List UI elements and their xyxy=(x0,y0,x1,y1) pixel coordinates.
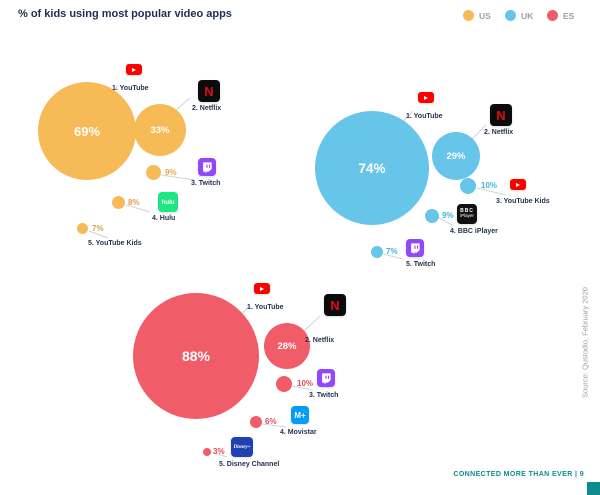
disney-wordmark: Disney+ xyxy=(233,444,251,450)
bubble-es-twitch xyxy=(276,376,292,392)
netflix-icon: N xyxy=(490,104,512,126)
legend-dot-uk xyxy=(505,10,516,21)
bubble-us-hulu xyxy=(112,196,125,209)
bubble-us-netflix: 33% xyxy=(134,104,186,156)
twitch-icon xyxy=(198,158,216,176)
bubble-value: 28% xyxy=(277,340,297,352)
page-title: % of kids using most popular video apps xyxy=(18,8,232,20)
legend-label-us: US xyxy=(479,11,491,21)
play-icon xyxy=(260,286,264,291)
pct-label-es-disney-channel: 3% xyxy=(213,447,225,456)
legend-dot-us xyxy=(463,10,474,21)
bubble-value: 88% xyxy=(181,348,211,364)
footer-label: CONNECTED MORE THAN EVER | 9 xyxy=(453,471,584,478)
netflix-icon: N xyxy=(198,80,220,102)
app-label-us-youtube: 1. YouTube xyxy=(112,85,149,92)
youtube-icon xyxy=(126,64,142,75)
bubble-value: 69% xyxy=(73,123,101,139)
twitch-icon xyxy=(317,369,335,387)
hulu-icon: hulu xyxy=(158,192,178,212)
bubble-us-youtube: 69% xyxy=(38,82,136,180)
bubble-us-twitch xyxy=(146,165,161,180)
bubble-es-movistar xyxy=(250,416,262,428)
netflix-n-glyph: N xyxy=(496,107,506,123)
app-label-us-youtube-kids: 5. YouTube Kids xyxy=(88,240,142,247)
bubble-uk-twitch xyxy=(371,246,383,258)
netflix-icon: N xyxy=(324,294,346,316)
youtube-kids-icon xyxy=(510,179,526,190)
twitch-icon xyxy=(406,239,424,257)
source-note: Source: Qustodio, February 2020 xyxy=(580,287,590,398)
bubble-uk-netflix: 29% xyxy=(432,132,480,180)
pct-label-es-movistar: 6% xyxy=(265,417,277,426)
app-label-us-netflix: 2. Netflix xyxy=(192,105,222,112)
pct-label-uk-bbc-iplayer: 9% xyxy=(442,211,454,220)
legend-dot-es xyxy=(547,10,558,21)
app-label-uk-netflix: 2. Netflix xyxy=(484,129,514,136)
movistar-icon: M+ xyxy=(291,406,309,424)
pct-label-us-youtube-kids: 7% xyxy=(92,224,104,233)
app-label-uk-bbc-iplayer: 4. BBC iPlayer xyxy=(450,228,498,235)
legend-label-es: ES xyxy=(563,11,575,21)
bubble-uk-bbc-iplayer xyxy=(425,209,439,223)
youtube-icon xyxy=(254,283,270,294)
bbc-wordmark: BBC xyxy=(460,207,474,214)
app-label-uk-youtube-kids: 3. YouTube Kids xyxy=(496,198,550,205)
pct-label-us-hulu: 8% xyxy=(128,198,140,207)
bubble-us-youtube-kids xyxy=(77,223,88,234)
app-label-es-movistar: 4. Movistar xyxy=(280,429,317,436)
corner-accent xyxy=(587,482,600,495)
pct-label-uk-youtube-kids: 10% xyxy=(481,181,498,190)
app-label-es-netflix: 2. Netflix xyxy=(305,337,335,344)
play-icon xyxy=(516,182,520,187)
app-label-us-hulu: 4. Hulu xyxy=(152,215,176,222)
app-label-uk-youtube: 1. YouTube xyxy=(406,113,443,120)
youtube-icon xyxy=(418,92,434,103)
pct-label-us-twitch: 9% xyxy=(165,168,177,177)
app-label-us-twitch: 3. Twitch xyxy=(191,180,221,187)
legend-label-uk: UK xyxy=(521,11,534,21)
netflix-n-glyph: N xyxy=(204,83,214,99)
iplayer-wordmark: iPlayer xyxy=(460,213,474,219)
bubble-es-netflix: 28% xyxy=(264,323,310,369)
bubble-uk-youtube: 74% xyxy=(315,111,429,225)
bubble-es-youtube: 88% xyxy=(133,293,259,419)
disney-channel-icon: Disney+ xyxy=(231,437,253,457)
pct-label-uk-twitch: 7% xyxy=(386,247,398,256)
app-label-uk-twitch: 5. Twitch xyxy=(406,261,436,268)
app-label-es-youtube: 1. YouTube xyxy=(247,304,284,311)
movistar-wordmark: M+ xyxy=(294,410,306,420)
app-label-es-twitch: 3. Twitch xyxy=(309,392,339,399)
play-icon xyxy=(132,67,136,72)
bubble-value: 33% xyxy=(150,124,170,136)
bubble-uk-youtube-kids xyxy=(460,178,476,194)
app-label-es-disney-channel: 5. Disney Channel xyxy=(219,461,280,468)
pct-label-es-twitch: 10% xyxy=(297,379,314,388)
bbc-iplayer-icon: BBC iPlayer xyxy=(457,204,477,224)
hulu-wordmark: hulu xyxy=(161,198,175,206)
bubble-value: 74% xyxy=(358,160,386,176)
netflix-n-glyph: N xyxy=(330,297,340,313)
play-icon xyxy=(424,95,428,100)
bubble-value: 29% xyxy=(446,150,466,162)
bubble-es-disney-channel xyxy=(203,448,211,456)
